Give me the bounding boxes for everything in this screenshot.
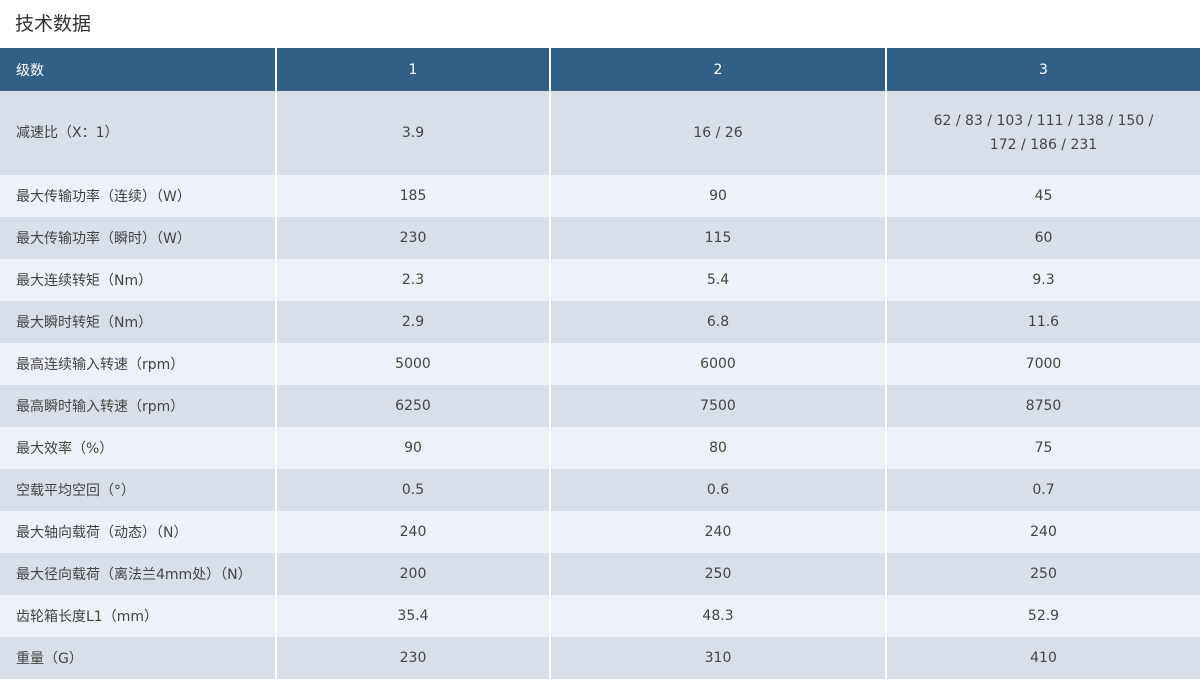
header-col-3: 3 xyxy=(886,48,1200,91)
cell: 0.5 xyxy=(276,469,551,511)
cell: 90 xyxy=(276,427,551,469)
cell: 62 / 83 / 103 / 111 / 138 / 150 / 172 / 1… xyxy=(886,91,1200,175)
row-label: 最大传输功率（连续）（W） xyxy=(0,175,277,217)
page-title: 技术数据 xyxy=(15,13,92,35)
cell: 3.9 xyxy=(276,91,551,175)
cell: 48.3 xyxy=(550,595,887,637)
cell: 410 xyxy=(886,637,1200,679)
cell: 0.7 xyxy=(886,469,1200,511)
cell: 60 xyxy=(886,217,1200,259)
cell: 52.9 xyxy=(886,595,1200,637)
row-label: 最大效率（%） xyxy=(0,427,277,469)
table-row: 空载平均空回（°） 0.5 0.6 0.7 xyxy=(0,469,1200,511)
table-row: 最大传输功率（瞬时）（W） 230 115 60 xyxy=(0,217,1200,259)
cell: 75 xyxy=(886,427,1200,469)
cell: 6250 xyxy=(276,385,551,427)
cell: 240 xyxy=(276,511,551,553)
table-row: 最大效率（%） 90 80 75 xyxy=(0,427,1200,469)
row-label: 齿轮箱长度L1（mm） xyxy=(0,595,277,637)
table-row: 最高瞬时输入转速（rpm） 6250 7500 8750 xyxy=(0,385,1200,427)
table-row: 最大径向载荷（离法兰4mm处）（N） 200 250 250 xyxy=(0,553,1200,595)
cell: 45 xyxy=(886,175,1200,217)
cell: 250 xyxy=(550,553,887,595)
cell: 310 xyxy=(550,637,887,679)
cell: 5000 xyxy=(276,343,551,385)
cell: 11.6 xyxy=(886,301,1200,343)
cell: 250 xyxy=(886,553,1200,595)
table-row: 最高连续输入转速（rpm） 5000 6000 7000 xyxy=(0,343,1200,385)
cell: 0.6 xyxy=(550,469,887,511)
row-label: 最大轴向载荷（动态）（N） xyxy=(0,511,277,553)
cell: 2.3 xyxy=(276,259,551,301)
cell: 6000 xyxy=(550,343,887,385)
cell: 2.9 xyxy=(276,301,551,343)
header-stage: 级数 xyxy=(0,48,277,91)
cell: 8750 xyxy=(886,385,1200,427)
cell: 115 xyxy=(550,217,887,259)
table-header-row: 级数 1 2 3 xyxy=(0,48,1200,91)
cell: 230 xyxy=(276,637,551,679)
header-col-2: 2 xyxy=(550,48,887,91)
cell: 5.4 xyxy=(550,259,887,301)
row-label: 空载平均空回（°） xyxy=(0,469,277,511)
row-label: 最大传输功率（瞬时）（W） xyxy=(0,217,277,259)
row-label: 最大瞬时转矩（Nm） xyxy=(0,301,277,343)
table-row: 齿轮箱长度L1（mm） 35.4 48.3 52.9 xyxy=(0,595,1200,637)
cell: 200 xyxy=(276,553,551,595)
spec-table: 级数 1 2 3 减速比（X：1） 3.9 16 / 26 62 / 83 / … xyxy=(0,48,1200,679)
table-row: 减速比（X：1） 3.9 16 / 26 62 / 83 / 103 / 111… xyxy=(0,91,1200,175)
cell: 7500 xyxy=(550,385,887,427)
table-row: 最大轴向载荷（动态）（N） 240 240 240 xyxy=(0,511,1200,553)
cell: 185 xyxy=(276,175,551,217)
cell: 90 xyxy=(550,175,887,217)
row-label: 减速比（X：1） xyxy=(0,91,277,175)
cell-line: 62 / 83 / 103 / 111 / 138 / 150 / xyxy=(933,113,1154,129)
cell-line: 172 / 186 / 231 xyxy=(989,137,1098,153)
cell: 35.4 xyxy=(276,595,551,637)
header-col-1: 1 xyxy=(276,48,551,91)
cell: 230 xyxy=(276,217,551,259)
table-row: 最大传输功率（连续）（W） 185 90 45 xyxy=(0,175,1200,217)
row-label: 重量（G） xyxy=(0,637,277,679)
table-row: 最大瞬时转矩（Nm） 2.9 6.8 11.6 xyxy=(0,301,1200,343)
row-label: 最大径向载荷（离法兰4mm处）（N） xyxy=(0,553,277,595)
table-row: 最大连续转矩（Nm） 2.3 5.4 9.3 xyxy=(0,259,1200,301)
table-row: 重量（G） 230 310 410 xyxy=(0,637,1200,679)
cell: 7000 xyxy=(886,343,1200,385)
cell: 9.3 xyxy=(886,259,1200,301)
cell: 240 xyxy=(550,511,887,553)
row-label: 最高瞬时输入转速（rpm） xyxy=(0,385,277,427)
cell: 80 xyxy=(550,427,887,469)
cell: 16 / 26 xyxy=(550,91,887,175)
cell: 6.8 xyxy=(550,301,887,343)
row-label: 最高连续输入转速（rpm） xyxy=(0,343,277,385)
cell: 240 xyxy=(886,511,1200,553)
row-label: 最大连续转矩（Nm） xyxy=(0,259,277,301)
